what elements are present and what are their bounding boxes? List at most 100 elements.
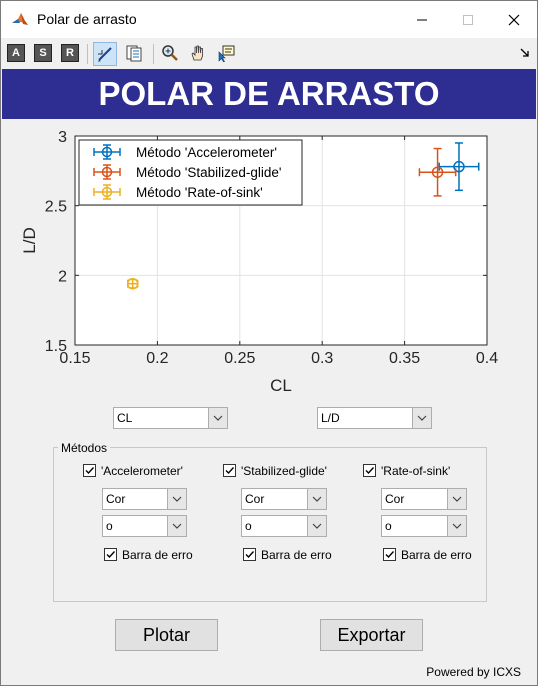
color-dropdown-value: Cor [106,492,126,506]
errorbar-checkbox-rate-of-sink[interactable] [383,548,396,561]
legend-marker [101,146,113,158]
method-checkbox-accelerometer[interactable] [83,464,96,477]
errorbar-checkbox-stabilized-glide[interactable] [243,548,256,561]
marker-dropdown-stabilized-glide[interactable]: o [241,515,327,537]
y-axis-dropdown-value: L/D [321,411,340,425]
toolbar-separator [153,44,154,64]
plot-frame [74,135,488,346]
legend-label: Método 'Stabilized-glide' [136,165,282,180]
close-icon [508,14,520,25]
maximize-icon [463,14,473,25]
property-inspector-button[interactable] [123,42,145,64]
chart-legend: Método 'Accelerometer' Método 'Stabilized… [78,139,303,206]
edit-plot-icon [98,47,112,62]
toolbar-button-a[interactable]: A [5,42,27,64]
data-point-1 [418,147,457,197]
toolbar: A S R [1,38,537,68]
legend-label: Método 'Rate-of-sink' [136,185,263,200]
x-tick-label: 0.3 [311,350,333,367]
banner-title: POLAR DE ARRASTO [98,75,440,112]
pan-button[interactable] [187,42,209,64]
drag-polar-chart: 0.15 0.2 0.25 0.3 0.35 0.4 1.5 2 2.5 3 CL L/D Método… [20,129,498,395]
toolbar-separator [87,44,88,64]
toolbar-button-r[interactable]: R [59,42,81,64]
chevron-down-icon [167,516,186,536]
chevron-down-icon [167,489,186,509]
methods-panel-title: Métodos [58,441,111,455]
method-checkbox-stabilized-glide[interactable] [223,464,236,477]
color-dropdown-value: Cor [385,492,405,506]
zoom-in-icon [162,45,178,61]
chevron-down-icon [447,489,466,509]
checkmark-icon [245,551,255,559]
x-tick-label: 0.25 [224,350,255,367]
color-dropdown-accelerometer[interactable]: Cor [102,488,187,510]
maximize-button[interactable] [445,1,491,38]
minimize-icon [417,19,427,20]
checkmark-icon [106,551,116,559]
toolbar-button-s[interactable]: S [32,42,54,64]
close-button[interactable] [491,1,537,38]
chevron-down-icon [307,516,326,536]
window-title: Polar de arrasto [37,11,137,27]
zoom-in-button[interactable] [159,42,181,64]
x-tick-label: 0.2 [146,350,168,367]
x-tick-label: 0.35 [389,350,420,367]
marker-dropdown-value: o [385,519,392,533]
checkmark-icon [85,467,95,475]
data-marker [431,166,444,178]
legend-marker [101,186,113,198]
y-tick-label: 2 [58,268,67,285]
toolbar-letter-s: S [34,44,52,62]
legend-entry: Método 'Rate-of-sink' [93,184,263,200]
errorbar-checkbox-accelerometer[interactable] [104,548,117,561]
data-point-0 [438,142,480,192]
checkmark-icon [385,551,395,559]
plot-button[interactable]: Plotar [115,619,218,651]
method-label-rate-of-sink: 'Rate-of-sink' [381,464,451,478]
x-axis-dropdown[interactable]: CL [113,407,228,429]
y-tick-label: 1.5 [45,338,67,355]
hand-icon [191,45,203,61]
x-axis-label: CL [270,376,292,395]
data-cursor-icon [218,45,235,62]
legend-label: Método 'Accelerometer' [136,145,277,160]
marker-dropdown-value: o [245,519,252,533]
errorbar-label-stabilized-glide: Barra de erro [261,548,332,562]
marker-dropdown-rate-of-sink[interactable]: o [381,515,467,537]
chevron-down-icon [412,408,431,428]
x-axis-dropdown-value: CL [117,411,133,425]
chevron-down-icon [307,489,326,509]
matlab-icon [11,11,29,29]
y-tick-label: 2.5 [45,199,67,216]
chevron-down-icon [447,516,466,536]
checkmark-icon [225,467,235,475]
title-bar: Polar de arrasto [1,1,537,38]
method-label-accelerometer: 'Accelerometer' [101,464,183,478]
footer-credit: Powered by ICXS [426,665,521,679]
marker-dropdown-value: o [106,519,113,533]
marker-dropdown-accelerometer[interactable]: o [102,515,187,537]
x-tick-label: 0.15 [59,350,90,367]
data-cursor-button[interactable] [215,42,237,64]
legend-marker [101,166,113,178]
toolbar-letter-r: R [61,44,79,62]
y-axis-dropdown[interactable]: L/D [317,407,432,429]
method-checkbox-rate-of-sink[interactable] [363,464,376,477]
errorbar-label-rate-of-sink: Barra de erro [401,548,472,562]
minimize-button[interactable] [399,1,445,38]
y-tick-label: 3 [58,129,67,146]
color-dropdown-stabilized-glide[interactable]: Cor [241,488,327,510]
color-dropdown-rate-of-sink[interactable]: Cor [381,488,467,510]
document-icon [126,45,142,62]
export-button[interactable]: Exportar [320,619,423,651]
data-point-2 [126,277,139,290]
dock-arrow-icon [520,48,529,57]
edit-plot-button[interactable] [93,42,117,66]
y-axis-label: L/D [20,227,39,253]
data-marker [453,160,465,173]
dock-figure-button[interactable] [517,42,533,64]
color-dropdown-value: Cor [245,492,265,506]
title-banner: POLAR DE ARRASTO [2,69,536,119]
